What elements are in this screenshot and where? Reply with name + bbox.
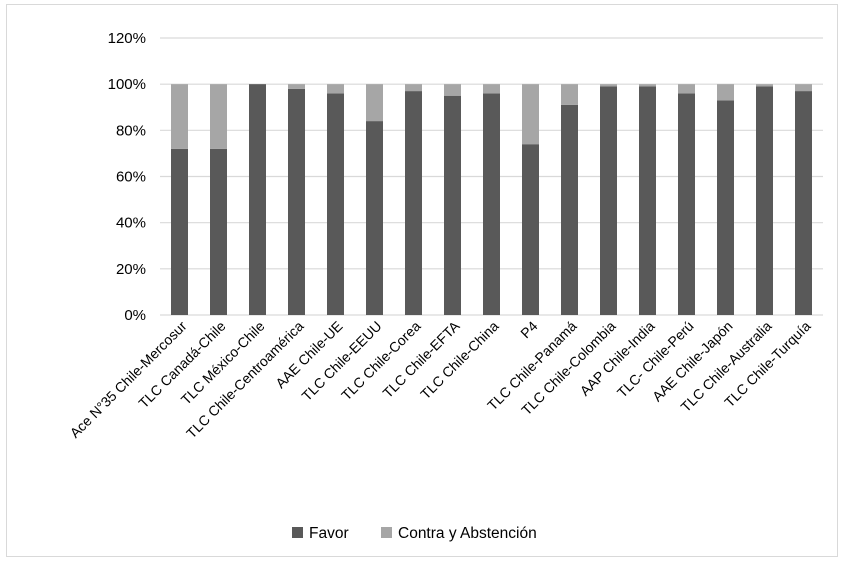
bar-contra-abstencion <box>561 84 578 105</box>
x-category-label: P4 <box>517 318 541 342</box>
bar-contra-abstencion <box>405 84 422 92</box>
bar-favor <box>795 91 812 315</box>
bar-favor <box>600 86 617 315</box>
bar-favor <box>210 148 227 315</box>
legend-swatch-favor <box>292 527 303 538</box>
bar-contra-abstencion <box>288 84 305 89</box>
bar-contra-abstencion <box>483 84 500 94</box>
bar-contra-abstencion <box>327 84 344 94</box>
bar-contra-abstencion <box>210 84 227 149</box>
bar-favor <box>405 91 422 315</box>
legend-swatch-contra-abstencion <box>381 527 392 538</box>
bar-favor <box>483 93 500 316</box>
bar-favor <box>366 121 383 315</box>
bars <box>171 84 812 316</box>
bar-favor <box>327 93 344 316</box>
bar-favor <box>249 84 266 316</box>
y-tick-label: 20% <box>116 261 146 278</box>
y-tick-label: 60% <box>116 169 146 186</box>
bar-contra-abstencion <box>366 84 383 122</box>
bar-contra-abstencion <box>639 84 656 87</box>
bar-favor <box>639 86 656 315</box>
bar-contra-abstencion <box>600 84 617 87</box>
bar-contra-abstencion <box>171 84 188 149</box>
bar-contra-abstencion <box>756 84 773 87</box>
bar-favor <box>561 104 578 315</box>
bar-contra-abstencion <box>444 84 461 96</box>
bar-favor <box>756 86 773 315</box>
y-tick-label: 40% <box>116 215 146 232</box>
bar-favor <box>678 93 695 316</box>
y-tick-label: 120% <box>108 30 146 47</box>
legend-label-contra-abstencion: Contra y Abstención <box>398 525 537 542</box>
bar-favor <box>522 144 539 315</box>
y-tick-label: 0% <box>124 307 146 324</box>
y-tick-label: 80% <box>116 122 146 139</box>
bar-favor <box>171 148 188 315</box>
legend: Favor Contra y Abstención <box>292 525 537 542</box>
legend-label-favor: Favor <box>309 525 349 542</box>
bar-favor <box>288 88 305 316</box>
bar-contra-abstencion <box>522 84 539 145</box>
y-tick-label: 100% <box>108 76 146 93</box>
y-axis-tick-labels: 0% 20% 40% 60% 80% 100% 120% <box>108 30 146 324</box>
bar-contra-abstencion <box>717 84 734 101</box>
bar-favor <box>717 100 734 315</box>
bar-contra-abstencion <box>678 84 695 94</box>
bar-contra-abstencion <box>795 84 812 92</box>
bar-favor <box>444 95 461 315</box>
